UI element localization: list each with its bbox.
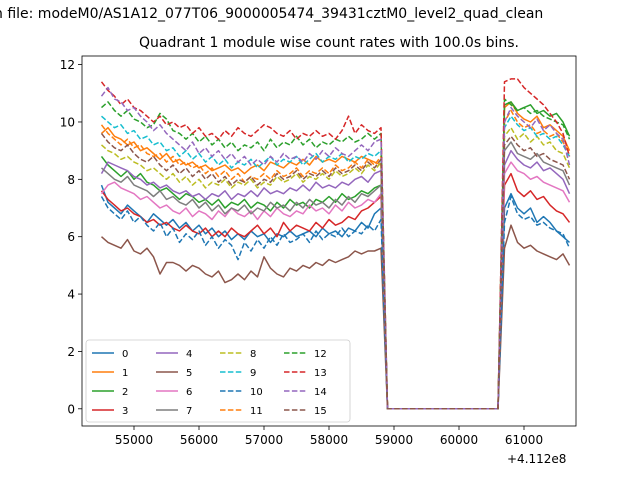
series-layer [100,78,571,410]
x-axis-offset-label: +4.112e8 [507,452,567,466]
series-line-6 [100,161,571,410]
legend-label-9: 9 [250,368,256,379]
x-tick-label: 56000 [180,433,218,447]
x-tick-label: 61000 [505,433,543,447]
series-line-2 [100,101,571,410]
y-tick-label: 2 [67,345,75,359]
y-tick-label: 10 [60,115,75,129]
series-line-9 [101,115,571,410]
series-line-5 [101,224,571,410]
series-line-8 [101,126,571,410]
series-line-0 [100,184,570,410]
legend-label-14: 14 [314,387,327,398]
y-tick-label: 0 [67,402,75,416]
legend-label-7: 7 [186,406,192,417]
series-line-12 [101,98,571,410]
series-line-11 [100,109,571,410]
x-tick-label: 57000 [245,433,283,447]
x-tick-label: 55000 [115,433,153,447]
legend-label-8: 8 [250,349,256,360]
chart-title: Quadrant 1 module wise count rates with … [139,35,519,51]
x-axis: 55000 56000 57000 58000 59000 60000 61000 [115,426,543,447]
legend-label-15: 15 [314,406,327,417]
legend-label-5: 5 [186,368,192,379]
y-tick-label: 8 [67,173,75,187]
series-line-3 [100,172,571,410]
series-line-1 [101,101,571,410]
legend-box [85,339,351,423]
series-line-4 [100,149,571,410]
x-tick-label: 60000 [440,433,478,447]
series-line-14 [100,86,571,410]
y-tick-label: 12 [60,58,75,72]
legend-label-1: 1 [122,368,128,379]
legend-label-4: 4 [186,349,192,360]
x-tick-label: 59000 [375,433,413,447]
series-line-10 [100,195,571,410]
legend-label-2: 2 [122,387,128,398]
series-line-13 [100,78,571,410]
y-axis: 0 2 4 6 8 10 12 [60,58,82,416]
legend-label-10: 10 [250,387,263,398]
legend-label-0: 0 [122,349,128,360]
series-line-15 [100,132,571,410]
x-tick-label: 58000 [310,433,348,447]
legend-label-3: 3 [122,406,128,417]
legend-label-13: 13 [314,368,327,379]
series-line-7 [101,141,571,410]
y-tick-label: 6 [67,230,75,244]
legend-label-12: 12 [314,349,327,360]
legend-label-11: 11 [250,406,263,417]
y-tick-label: 4 [67,288,75,302]
legend-label-6: 6 [186,387,192,398]
